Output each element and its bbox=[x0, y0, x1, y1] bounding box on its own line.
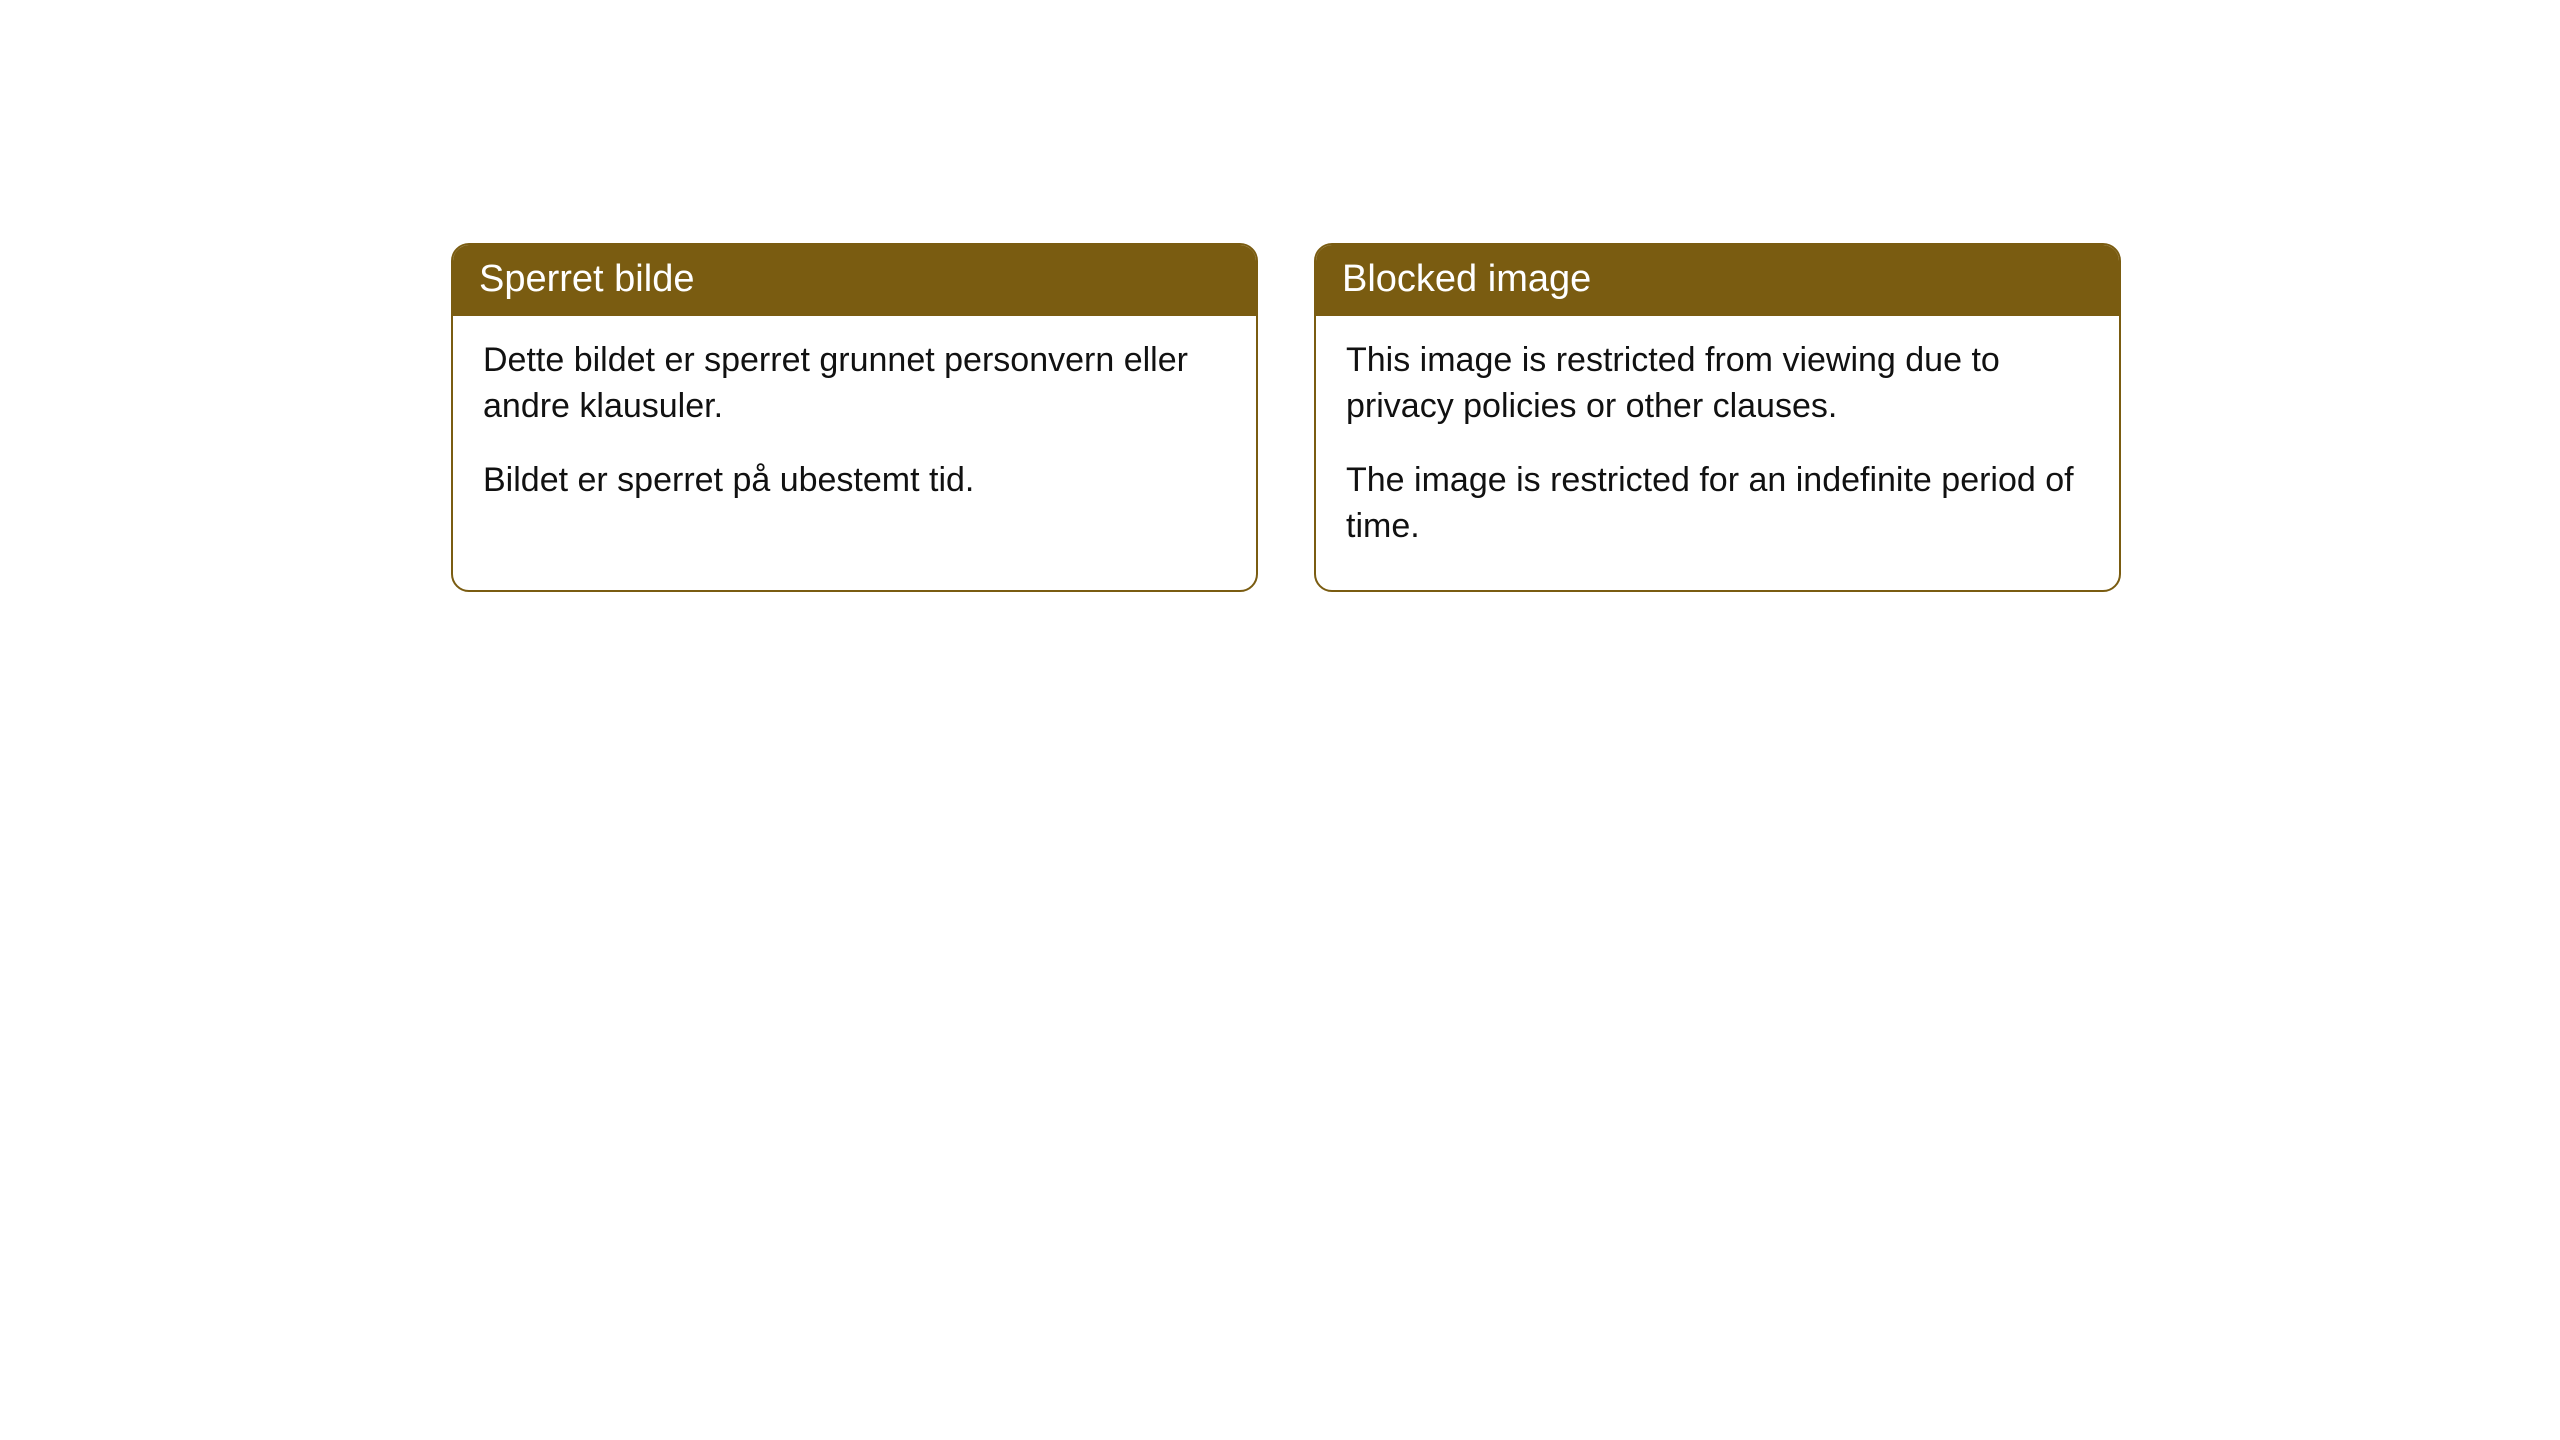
notice-box-norwegian: Sperret bilde Dette bildet er sperret gr… bbox=[451, 243, 1258, 592]
notice-header: Sperret bilde bbox=[453, 245, 1256, 316]
notice-container: Sperret bilde Dette bildet er sperret gr… bbox=[451, 243, 2121, 592]
notice-paragraph: Dette bildet er sperret grunnet personve… bbox=[483, 338, 1226, 430]
notice-paragraph: Bildet er sperret på ubestemt tid. bbox=[483, 458, 1226, 504]
notice-header: Blocked image bbox=[1316, 245, 2119, 316]
notice-body: This image is restricted from viewing du… bbox=[1316, 316, 2119, 590]
notice-paragraph: The image is restricted for an indefinit… bbox=[1346, 458, 2089, 550]
notice-paragraph: This image is restricted from viewing du… bbox=[1346, 338, 2089, 430]
notice-box-english: Blocked image This image is restricted f… bbox=[1314, 243, 2121, 592]
notice-body: Dette bildet er sperret grunnet personve… bbox=[453, 316, 1256, 544]
